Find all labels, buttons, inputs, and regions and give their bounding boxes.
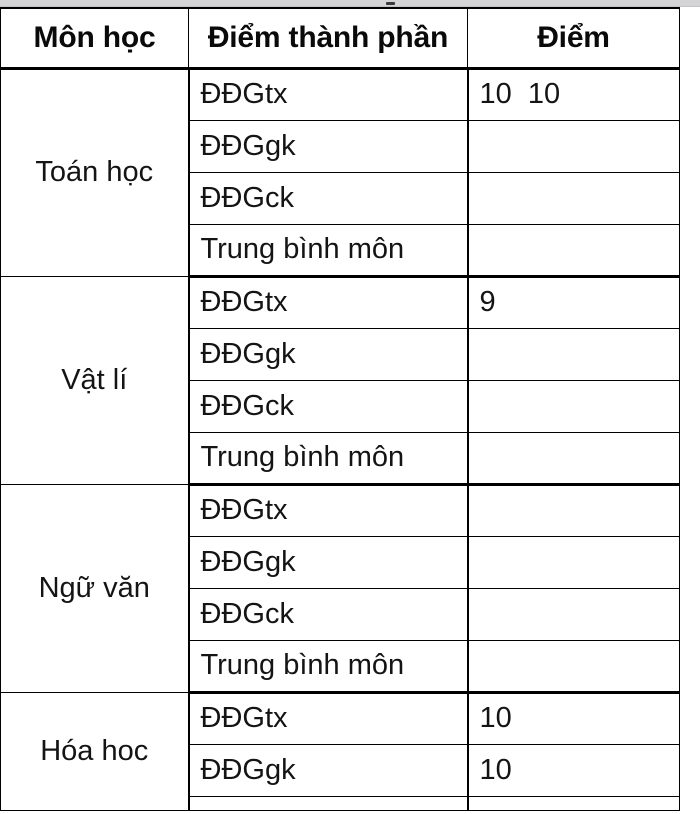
grade-table: Môn học Điểm thành phần Điểm Toán học ĐĐ… (0, 7, 680, 811)
score-cell[interactable] (467, 639, 680, 694)
component-cell: ĐĐGtx (188, 483, 469, 537)
table-row: ĐĐGgk (1, 535, 680, 589)
score-cell[interactable]: 10 10 (467, 67, 680, 121)
score-cell[interactable] (467, 795, 680, 811)
subject-cell: Vật lí (0, 275, 190, 485)
table-row: ĐĐGgk (1, 119, 680, 173)
table-header-row: Môn học Điểm thành phần Điểm (0, 7, 680, 70)
score-cell[interactable] (467, 587, 680, 641)
score-cell[interactable] (467, 483, 680, 537)
subject-cell: Toán học (0, 67, 190, 277)
component-cell: ĐĐGtx (188, 67, 469, 121)
top-gray-strip (0, 0, 700, 7)
component-cell: Trung bình môn (188, 431, 469, 486)
table-row: Trung bình môn (1, 639, 680, 694)
column-header-score: Điểm (467, 7, 680, 70)
score-cell[interactable] (467, 535, 680, 589)
table-row: Trung bình môn (1, 431, 680, 486)
score-cell[interactable] (467, 327, 680, 381)
subject-cell: Hóa hoc (0, 691, 190, 811)
score-cell[interactable]: 10 (467, 691, 680, 745)
table-row: ĐĐGgk 10 (1, 743, 680, 797)
component-cell: ĐĐGgk (188, 119, 469, 173)
table-row: ĐĐGck (1, 171, 680, 225)
table-row: Trung bình môn (1, 223, 680, 278)
table-row: ĐĐGgk (1, 327, 680, 381)
column-header-subject: Môn học (0, 7, 189, 70)
score-cell[interactable]: 9 (467, 275, 680, 329)
table-header: Môn học Điểm thành phần Điểm (0, 7, 680, 70)
table-body: Toán học ĐĐGtx 10 10 ĐĐGgk ĐĐGck Trung b… (0, 67, 680, 811)
score-cell[interactable]: 10 (467, 743, 680, 797)
table-row: Vật lí ĐĐGtx 9 (0, 275, 680, 485)
clipped-content-fragment (386, 2, 395, 5)
score-cell[interactable] (467, 379, 680, 433)
component-cell: ĐĐGgk (188, 327, 469, 381)
component-cell: Trung bình môn (188, 639, 469, 694)
component-cell: ĐĐGck (188, 587, 469, 641)
table-row-clipped (1, 795, 680, 811)
score-cell[interactable] (467, 119, 680, 173)
component-cell: ĐĐGgk (188, 535, 469, 589)
table-row: Ngữ văn ĐĐGtx (0, 483, 680, 693)
component-cell: ĐĐGck (188, 171, 469, 225)
component-cell (188, 795, 469, 811)
subject-cell: Ngữ văn (0, 483, 190, 693)
component-cell: ĐĐGtx (188, 275, 469, 329)
score-cell[interactable] (467, 223, 680, 278)
component-cell: ĐĐGgk (188, 743, 469, 797)
column-header-component: Điểm thành phần (188, 7, 468, 70)
component-cell: ĐĐGck (188, 379, 469, 433)
table-row: Toán học ĐĐGtx 10 10 (0, 67, 680, 277)
component-cell: ĐĐGtx (188, 691, 469, 745)
score-cell[interactable] (467, 431, 680, 486)
component-cell: Trung bình môn (188, 223, 469, 278)
score-cell[interactable] (467, 171, 680, 225)
table-row: Hóa hoc ĐĐGtx 10 (0, 691, 680, 811)
